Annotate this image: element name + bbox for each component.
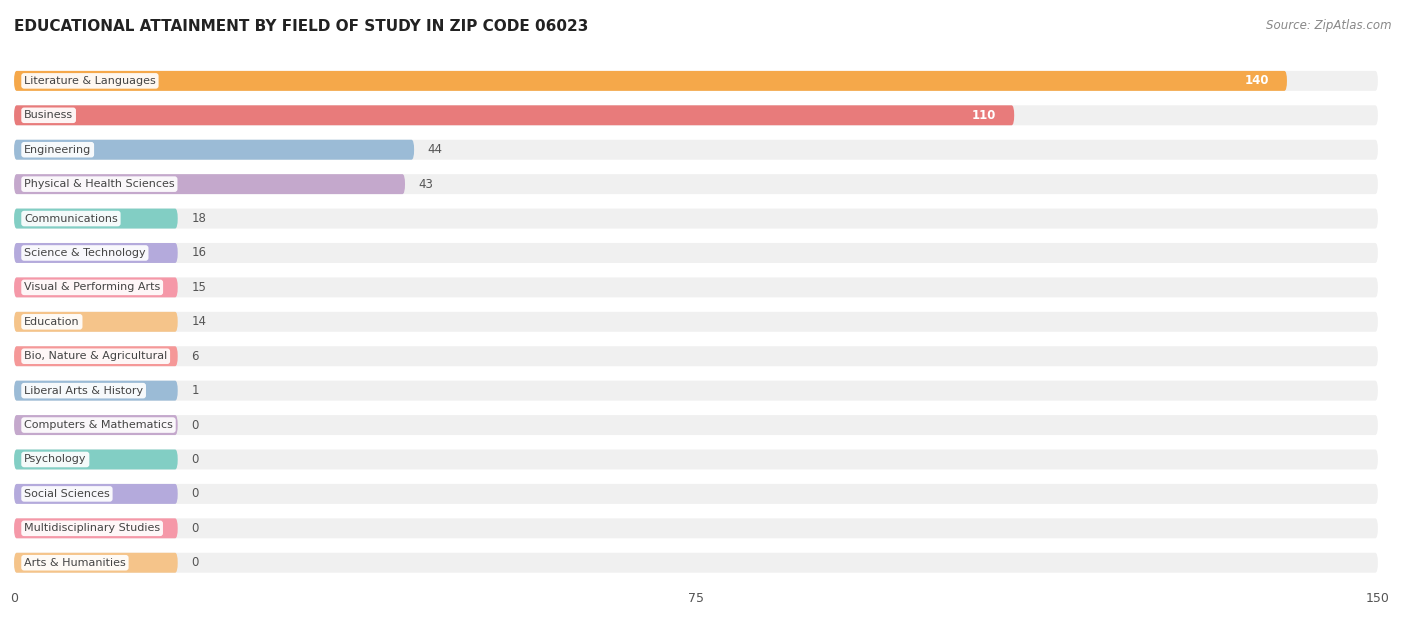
FancyBboxPatch shape bbox=[14, 278, 177, 297]
FancyBboxPatch shape bbox=[14, 105, 1014, 126]
Text: 43: 43 bbox=[419, 178, 433, 191]
FancyBboxPatch shape bbox=[14, 71, 1286, 91]
FancyBboxPatch shape bbox=[14, 346, 1378, 366]
FancyBboxPatch shape bbox=[14, 312, 1378, 332]
Text: EDUCATIONAL ATTAINMENT BY FIELD OF STUDY IN ZIP CODE 06023: EDUCATIONAL ATTAINMENT BY FIELD OF STUDY… bbox=[14, 19, 589, 34]
Text: Education: Education bbox=[24, 317, 80, 327]
FancyBboxPatch shape bbox=[14, 174, 1378, 194]
FancyBboxPatch shape bbox=[14, 518, 177, 538]
FancyBboxPatch shape bbox=[14, 243, 1378, 263]
Text: 110: 110 bbox=[972, 109, 995, 122]
FancyBboxPatch shape bbox=[14, 518, 1378, 538]
FancyBboxPatch shape bbox=[14, 174, 405, 194]
Text: 15: 15 bbox=[191, 281, 207, 294]
FancyBboxPatch shape bbox=[14, 553, 177, 573]
FancyBboxPatch shape bbox=[14, 71, 1378, 91]
FancyBboxPatch shape bbox=[14, 449, 177, 469]
FancyBboxPatch shape bbox=[14, 346, 177, 366]
FancyBboxPatch shape bbox=[14, 553, 1378, 573]
Text: Science & Technology: Science & Technology bbox=[24, 248, 146, 258]
Text: Source: ZipAtlas.com: Source: ZipAtlas.com bbox=[1267, 19, 1392, 32]
Text: Psychology: Psychology bbox=[24, 454, 87, 464]
Text: 16: 16 bbox=[191, 247, 207, 259]
FancyBboxPatch shape bbox=[14, 449, 1378, 469]
Text: 0: 0 bbox=[191, 522, 198, 535]
Text: 140: 140 bbox=[1244, 74, 1268, 87]
FancyBboxPatch shape bbox=[14, 312, 177, 332]
FancyBboxPatch shape bbox=[14, 105, 1378, 126]
Text: Computers & Mathematics: Computers & Mathematics bbox=[24, 420, 173, 430]
Text: Visual & Performing Arts: Visual & Performing Arts bbox=[24, 283, 160, 292]
Text: Arts & Humanities: Arts & Humanities bbox=[24, 558, 125, 568]
Text: 0: 0 bbox=[191, 557, 198, 569]
Text: 1: 1 bbox=[191, 384, 198, 397]
Text: 44: 44 bbox=[427, 143, 443, 156]
Text: Communications: Communications bbox=[24, 213, 118, 223]
Text: Engineering: Engineering bbox=[24, 144, 91, 155]
FancyBboxPatch shape bbox=[14, 415, 177, 435]
Text: 0: 0 bbox=[191, 453, 198, 466]
Text: Business: Business bbox=[24, 110, 73, 121]
FancyBboxPatch shape bbox=[14, 278, 1378, 297]
FancyBboxPatch shape bbox=[14, 380, 177, 401]
FancyBboxPatch shape bbox=[14, 243, 177, 263]
Text: Bio, Nature & Agricultural: Bio, Nature & Agricultural bbox=[24, 351, 167, 361]
Text: 0: 0 bbox=[191, 418, 198, 432]
Text: 0: 0 bbox=[191, 487, 198, 500]
FancyBboxPatch shape bbox=[14, 484, 1378, 504]
Text: Liberal Arts & History: Liberal Arts & History bbox=[24, 386, 143, 396]
FancyBboxPatch shape bbox=[14, 415, 1378, 435]
FancyBboxPatch shape bbox=[14, 209, 1378, 228]
Text: 14: 14 bbox=[191, 316, 207, 328]
FancyBboxPatch shape bbox=[14, 139, 1378, 160]
Text: Social Sciences: Social Sciences bbox=[24, 489, 110, 499]
FancyBboxPatch shape bbox=[14, 484, 177, 504]
Text: Physical & Health Sciences: Physical & Health Sciences bbox=[24, 179, 174, 189]
FancyBboxPatch shape bbox=[14, 139, 415, 160]
Text: 6: 6 bbox=[191, 350, 198, 363]
Text: Literature & Languages: Literature & Languages bbox=[24, 76, 156, 86]
FancyBboxPatch shape bbox=[14, 209, 177, 228]
FancyBboxPatch shape bbox=[14, 380, 1378, 401]
Text: Multidisciplinary Studies: Multidisciplinary Studies bbox=[24, 523, 160, 533]
Text: 18: 18 bbox=[191, 212, 207, 225]
